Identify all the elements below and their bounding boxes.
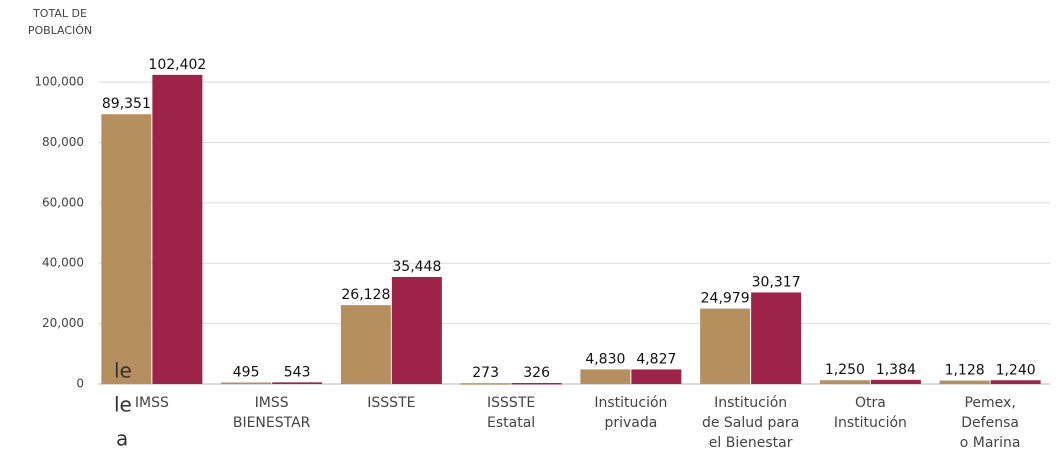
y-tick-label: 40,000 xyxy=(42,256,84,270)
cropped-text: le xyxy=(114,359,132,383)
x-tick-label: Otra xyxy=(855,395,886,411)
x-tick-label: Institución xyxy=(594,395,667,411)
x-tick-label: ISSSTE xyxy=(367,395,415,411)
bar xyxy=(939,380,990,384)
y-tick-label: 0 xyxy=(76,377,84,391)
bar xyxy=(870,379,921,384)
y-tick-label: 20,000 xyxy=(42,316,84,330)
x-tick-label: de Salud para xyxy=(702,415,799,431)
x-tick-label: el Bienestar xyxy=(709,435,793,451)
value-label: 495 xyxy=(233,365,260,381)
y-tick-label: 60,000 xyxy=(42,195,84,209)
y-tick-label: 80,000 xyxy=(42,135,84,149)
x-tick-label: Estatal xyxy=(487,415,535,431)
value-label: 35,448 xyxy=(392,259,441,275)
y-axis-title: POBLACIÓN xyxy=(28,24,92,37)
bar xyxy=(819,380,870,384)
value-label: 4,830 xyxy=(585,351,625,367)
value-label: 543 xyxy=(284,364,311,380)
cropped-text: le xyxy=(114,393,132,417)
bar xyxy=(101,114,152,384)
bar xyxy=(152,74,203,385)
x-tick-label: Institución xyxy=(834,415,907,431)
value-label: 30,317 xyxy=(752,274,801,290)
value-label: 26,128 xyxy=(341,287,390,303)
cropped-text: a xyxy=(116,427,128,451)
value-label: 102,402 xyxy=(148,57,206,73)
x-tick-label: IMSS xyxy=(255,395,289,411)
value-label: 24,979 xyxy=(701,291,750,307)
bar xyxy=(340,305,391,384)
bar xyxy=(221,382,272,385)
value-label: 89,351 xyxy=(102,96,151,112)
bar xyxy=(460,383,511,385)
value-label: 1,240 xyxy=(996,362,1036,378)
x-tick-label: Institución xyxy=(714,395,787,411)
bar xyxy=(580,369,631,384)
y-tick-label: 100,000 xyxy=(34,75,84,89)
value-label: 273 xyxy=(472,365,499,381)
x-tick-label: Defensa xyxy=(961,415,1019,431)
bar xyxy=(391,276,442,384)
x-tick-label: IMSS xyxy=(135,395,169,411)
x-tick-label: Pemex, xyxy=(964,395,1015,411)
value-label: 4,827 xyxy=(636,351,676,367)
value-label: 1,384 xyxy=(876,362,916,378)
bar xyxy=(990,380,1041,384)
x-tick-label: BIENESTAR xyxy=(233,415,311,431)
bar xyxy=(631,369,682,384)
x-tick-label: o Marina xyxy=(960,435,1021,451)
bar xyxy=(751,292,802,384)
value-label: 1,128 xyxy=(945,363,985,379)
y-axis-title: TOTAL DE xyxy=(32,7,87,20)
value-label: 1,250 xyxy=(825,362,865,378)
value-label: 326 xyxy=(523,365,550,381)
x-tick-label: ISSSTE xyxy=(487,395,535,411)
bar xyxy=(272,382,323,384)
x-tick-label: privada xyxy=(604,415,657,431)
bar xyxy=(700,308,751,384)
bar xyxy=(511,383,562,385)
